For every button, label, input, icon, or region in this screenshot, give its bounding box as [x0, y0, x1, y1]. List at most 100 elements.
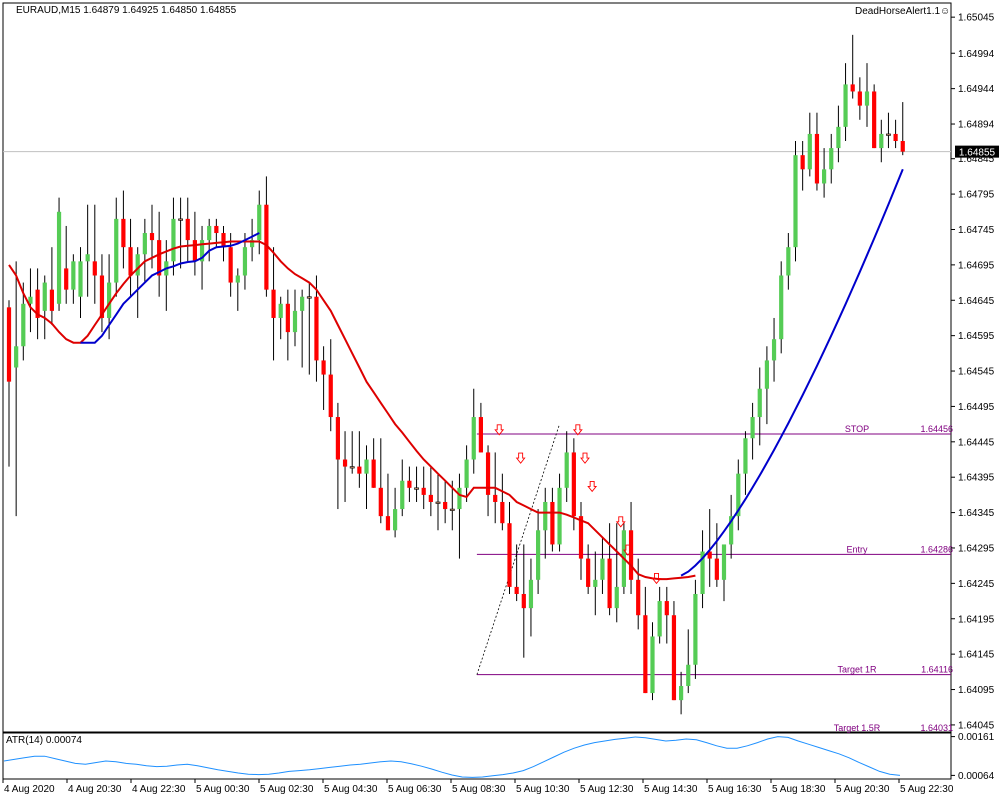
price-tick-label: 1.64145: [958, 650, 995, 661]
candle: [593, 551, 598, 616]
candle-body: [421, 487, 426, 495]
candle: [822, 148, 827, 198]
candle: [800, 141, 805, 191]
candle-body: [686, 664, 691, 686]
smiley-icon: ☺: [940, 6, 951, 17]
time-tick-label: 5 Aug 02:30: [260, 784, 314, 795]
price-tick-label: 1.64395: [958, 473, 995, 484]
candle-body: [400, 480, 405, 510]
candle: [285, 289, 290, 361]
candle-body: [843, 84, 848, 127]
candle-body: [235, 275, 240, 283]
candle: [228, 233, 233, 297]
time-tick-label: 5 Aug 16:30: [708, 784, 762, 795]
candle: [378, 438, 383, 524]
candle-body: [807, 133, 812, 170]
candle: [6, 300, 12, 467]
candle-body: [28, 296, 33, 304]
candle-body: [578, 516, 584, 559]
candle: [550, 487, 555, 552]
time-tick-label: 5 Aug 10:30: [516, 784, 570, 795]
time-tick-label: 4 Aug 22:30: [132, 784, 186, 795]
candle: [328, 339, 333, 432]
candle: [257, 190, 262, 255]
price-tick-label: 1.64045: [958, 720, 995, 731]
candle-body: [428, 494, 433, 502]
candle: [657, 586, 662, 644]
candle-body: [543, 501, 548, 531]
price-tick-label: 1.64495: [958, 402, 995, 413]
candle: [407, 466, 412, 502]
candle: [300, 289, 305, 368]
candle-body: [285, 303, 290, 333]
candle-body: [857, 91, 862, 106]
price-tick-label: 1.64795: [958, 190, 995, 201]
candle: [643, 586, 648, 694]
candle: [564, 431, 569, 502]
candle: [421, 466, 426, 510]
candle: [521, 544, 526, 658]
atr-pane-frame: [2, 732, 952, 780]
candle: [335, 402, 340, 510]
candle-body: [393, 509, 398, 531]
indicator-name: DeadHorseAlert1.1☺: [855, 6, 950, 17]
candle-body: [514, 586, 519, 594]
time-tick-label: 5 Aug 22:30: [900, 784, 954, 795]
candle: [600, 537, 605, 594]
candle-body: [457, 487, 462, 510]
candle: [357, 431, 362, 488]
down-arrow-icon: [515, 452, 526, 464]
candle: [64, 225, 69, 304]
candle: [693, 579, 698, 679]
time-tick-label: 5 Aug 20:30: [836, 784, 890, 795]
candle: [757, 367, 762, 446]
candle: [543, 487, 548, 559]
candle: [71, 254, 76, 304]
candle-body: [757, 388, 762, 418]
candle: [507, 501, 512, 594]
candle: [42, 275, 47, 340]
candle: [171, 197, 176, 276]
candle: [864, 63, 870, 127]
candle: [21, 282, 26, 361]
candle: [814, 112, 820, 191]
candle-body: [278, 303, 283, 318]
candle-body: [600, 558, 605, 580]
candle-body: [178, 218, 183, 221]
time-tick-label: 5 Aug 14:30: [644, 784, 698, 795]
candle: [400, 459, 405, 517]
candle-body: [500, 501, 505, 524]
candle-body: [779, 275, 784, 340]
candle: [879, 119, 884, 163]
atr-line: [3, 736, 901, 778]
candle-body: [264, 204, 269, 290]
candle: [571, 438, 576, 531]
candle-body: [829, 148, 834, 170]
candle: [893, 119, 898, 149]
price-tick-label: 1.64595: [958, 331, 995, 342]
candle: [886, 112, 891, 149]
candle: [306, 282, 312, 375]
time-tick-label: 5 Aug 00:30: [196, 784, 250, 795]
candle: [586, 544, 591, 594]
candle: [321, 346, 326, 410]
candle: [485, 445, 491, 517]
candle-body: [435, 501, 441, 504]
candle: [650, 622, 655, 701]
candle-body: [507, 523, 512, 587]
ma-blue-line-right: [680, 168, 904, 577]
candle-body: [707, 551, 712, 559]
candle-body: [593, 579, 598, 587]
level-name: Target 1.5R: [834, 723, 881, 733]
candle-body: [443, 501, 448, 510]
candle-body: [99, 275, 105, 318]
down-arrow-icon: [587, 480, 598, 493]
candle-body: [314, 296, 319, 361]
atr-label: ATR(14) 0.00074: [6, 735, 82, 746]
candle: [707, 509, 712, 587]
candle-body: [335, 417, 340, 460]
candle: [536, 509, 541, 594]
candle-body: [493, 494, 498, 502]
price-tick-label: 1.64445: [958, 437, 995, 448]
